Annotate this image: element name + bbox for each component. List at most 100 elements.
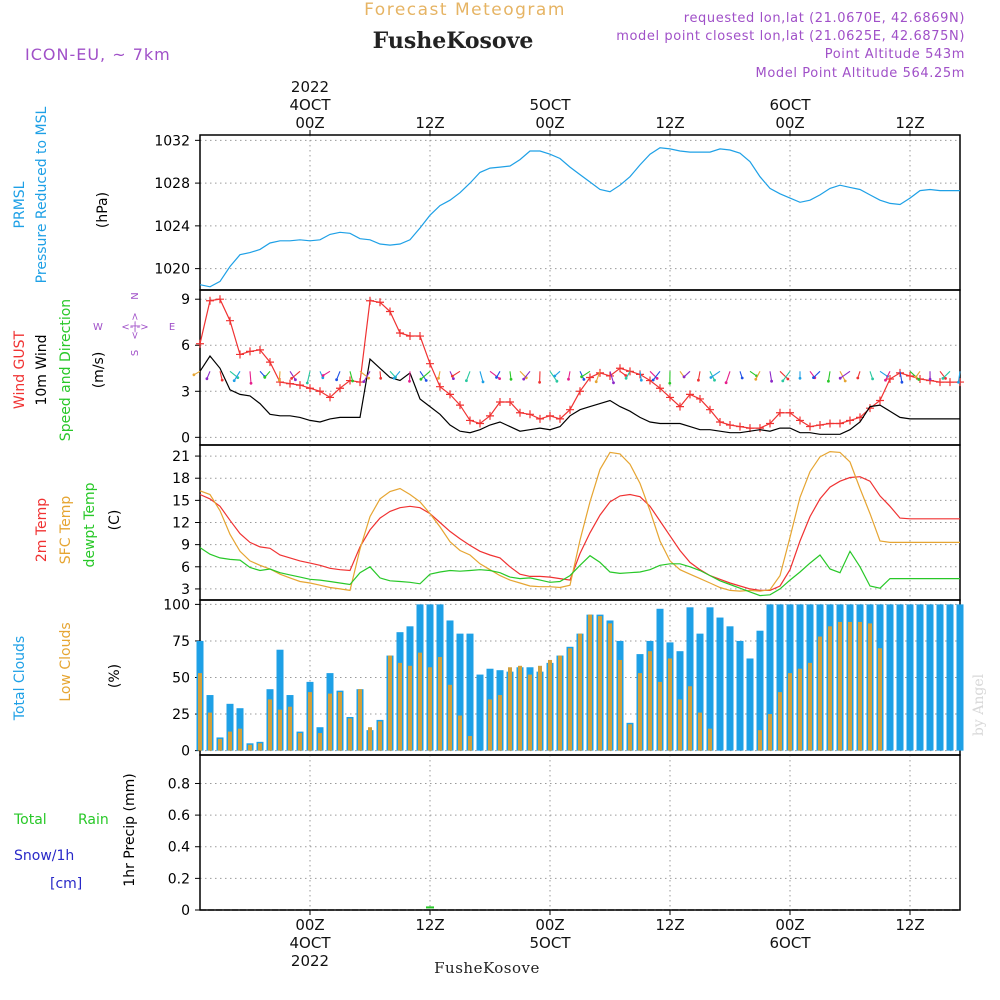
wind-arrow-head [709, 376, 713, 379]
wind-arrow-head [827, 379, 830, 383]
low-cloud-bar [838, 621, 842, 751]
wind-arrow [649, 370, 658, 379]
wind-arrow [479, 371, 484, 383]
y-tick-label: 0.6 [168, 808, 190, 824]
label-snow: Snow/1h [14, 848, 74, 864]
wind-arrow [306, 371, 311, 384]
wind-arrow [769, 371, 773, 382]
y-tick-label: 0.2 [168, 871, 190, 887]
wind-arrow-head [639, 378, 643, 382]
wind-arrow-head [555, 379, 559, 383]
gust-marker [456, 401, 464, 410]
top-time-label: 12Z [895, 114, 924, 132]
label-ms: (m/s) [91, 352, 107, 389]
wind-arrow-head [220, 378, 224, 382]
wind-arrow-head [232, 379, 236, 383]
label-sfc-temp: SFC Temp [58, 496, 74, 565]
wind-arrow-head [192, 373, 196, 377]
gust-marker [606, 371, 614, 380]
supertitle: Forecast Meteogram [364, 0, 566, 20]
total-cloud-bar [746, 658, 754, 751]
gust-marker [326, 393, 334, 402]
wind-arrow-head [379, 376, 383, 380]
wind-arrow [957, 371, 961, 383]
gust-marker [206, 296, 214, 305]
wind-arrows [192, 370, 961, 385]
low-cloud-bar [578, 633, 582, 751]
total-cloud-bar [906, 604, 914, 751]
low-cloud-bar [558, 655, 562, 751]
closest-coords: model point closest lon,lat (21.0625E, 4… [616, 29, 965, 44]
total-cloud-bar [476, 674, 484, 751]
wind-arrow-head [740, 376, 744, 380]
gust-marker [496, 398, 504, 407]
wind-arrow-head [914, 375, 918, 379]
wind-arrow-head [408, 379, 411, 383]
y-tick-label: 0 [181, 430, 190, 446]
label-low-clouds: Low Clouds [58, 622, 74, 701]
wind-arrow-head [509, 377, 513, 381]
total-cloud-bar [756, 630, 764, 751]
wind-arrow [779, 370, 789, 380]
gust-marker [486, 411, 494, 420]
wind-arrow-head [786, 377, 790, 381]
bottom-time-label: 4OCT [290, 934, 332, 952]
series-line-prmsl [199, 147, 960, 288]
total-cloud-bar [936, 604, 944, 751]
y-tick-label: 6 [181, 560, 190, 576]
gust-marker [406, 332, 414, 341]
low-cloud-bar [458, 715, 462, 751]
total-cloud-bar [886, 604, 894, 751]
wind-arrow-head [367, 376, 371, 380]
gust-marker [386, 307, 394, 316]
compass-w: W [93, 322, 103, 333]
y-tick-label: 6 [181, 338, 190, 354]
total-cloud-bar [726, 626, 734, 751]
wind-arrow [363, 371, 371, 382]
compass-n: N [130, 292, 141, 299]
total-cloud-bar [916, 604, 924, 751]
gust-marker [576, 387, 584, 396]
gust-marker [836, 419, 844, 428]
gust-marker [316, 387, 324, 396]
wind-arrow-head [884, 378, 887, 382]
wind-arrow [359, 370, 370, 379]
wind-arrow-head [798, 376, 802, 380]
total-cloud-bar [466, 633, 474, 751]
gust-marker [466, 416, 474, 425]
low-cloud-bar [828, 626, 832, 751]
label-pressure-sub: Pressure Reduced to MSL [34, 106, 50, 283]
wind-arrow-head [812, 376, 815, 379]
low-cloud-bar [508, 667, 512, 751]
total-cloud-bar [776, 604, 784, 751]
label-10m-wind: 10m Wind [34, 334, 50, 405]
gust-marker [476, 419, 484, 428]
compass-s: S [130, 350, 141, 356]
bottom-time-label: 12Z [415, 916, 444, 934]
y-tick-label: 1024 [154, 219, 190, 235]
wind-arrow-head [392, 376, 396, 380]
gust-marker [766, 419, 774, 428]
low-cloud-bar [538, 665, 542, 751]
gust-marker [556, 414, 564, 423]
total-cloud-bar [686, 607, 694, 751]
gust-marker [266, 358, 274, 367]
model-label: ICON-EU, ~ 7km [25, 45, 171, 64]
label-c: (C) [107, 510, 123, 531]
wind-arrow-head [362, 380, 366, 383]
bottom-time-label: 00Z [775, 916, 804, 934]
low-cloud-bar [798, 668, 802, 751]
low-cloud-bar [808, 662, 812, 751]
panel-temperature: 3 6 9 12 15 18 21 [172, 444, 961, 601]
wind-arrow-head [655, 377, 659, 380]
low-cloud-bar [548, 659, 552, 751]
wind-arrow [452, 370, 461, 377]
low-cloud-bar [368, 727, 372, 751]
wind-arrow-head [321, 374, 325, 377]
wind-arrow [581, 370, 591, 378]
wind-arrow-head [668, 381, 672, 385]
bottom-time-label: 5OCT [530, 934, 572, 952]
y-tick-label: 12 [172, 516, 190, 532]
